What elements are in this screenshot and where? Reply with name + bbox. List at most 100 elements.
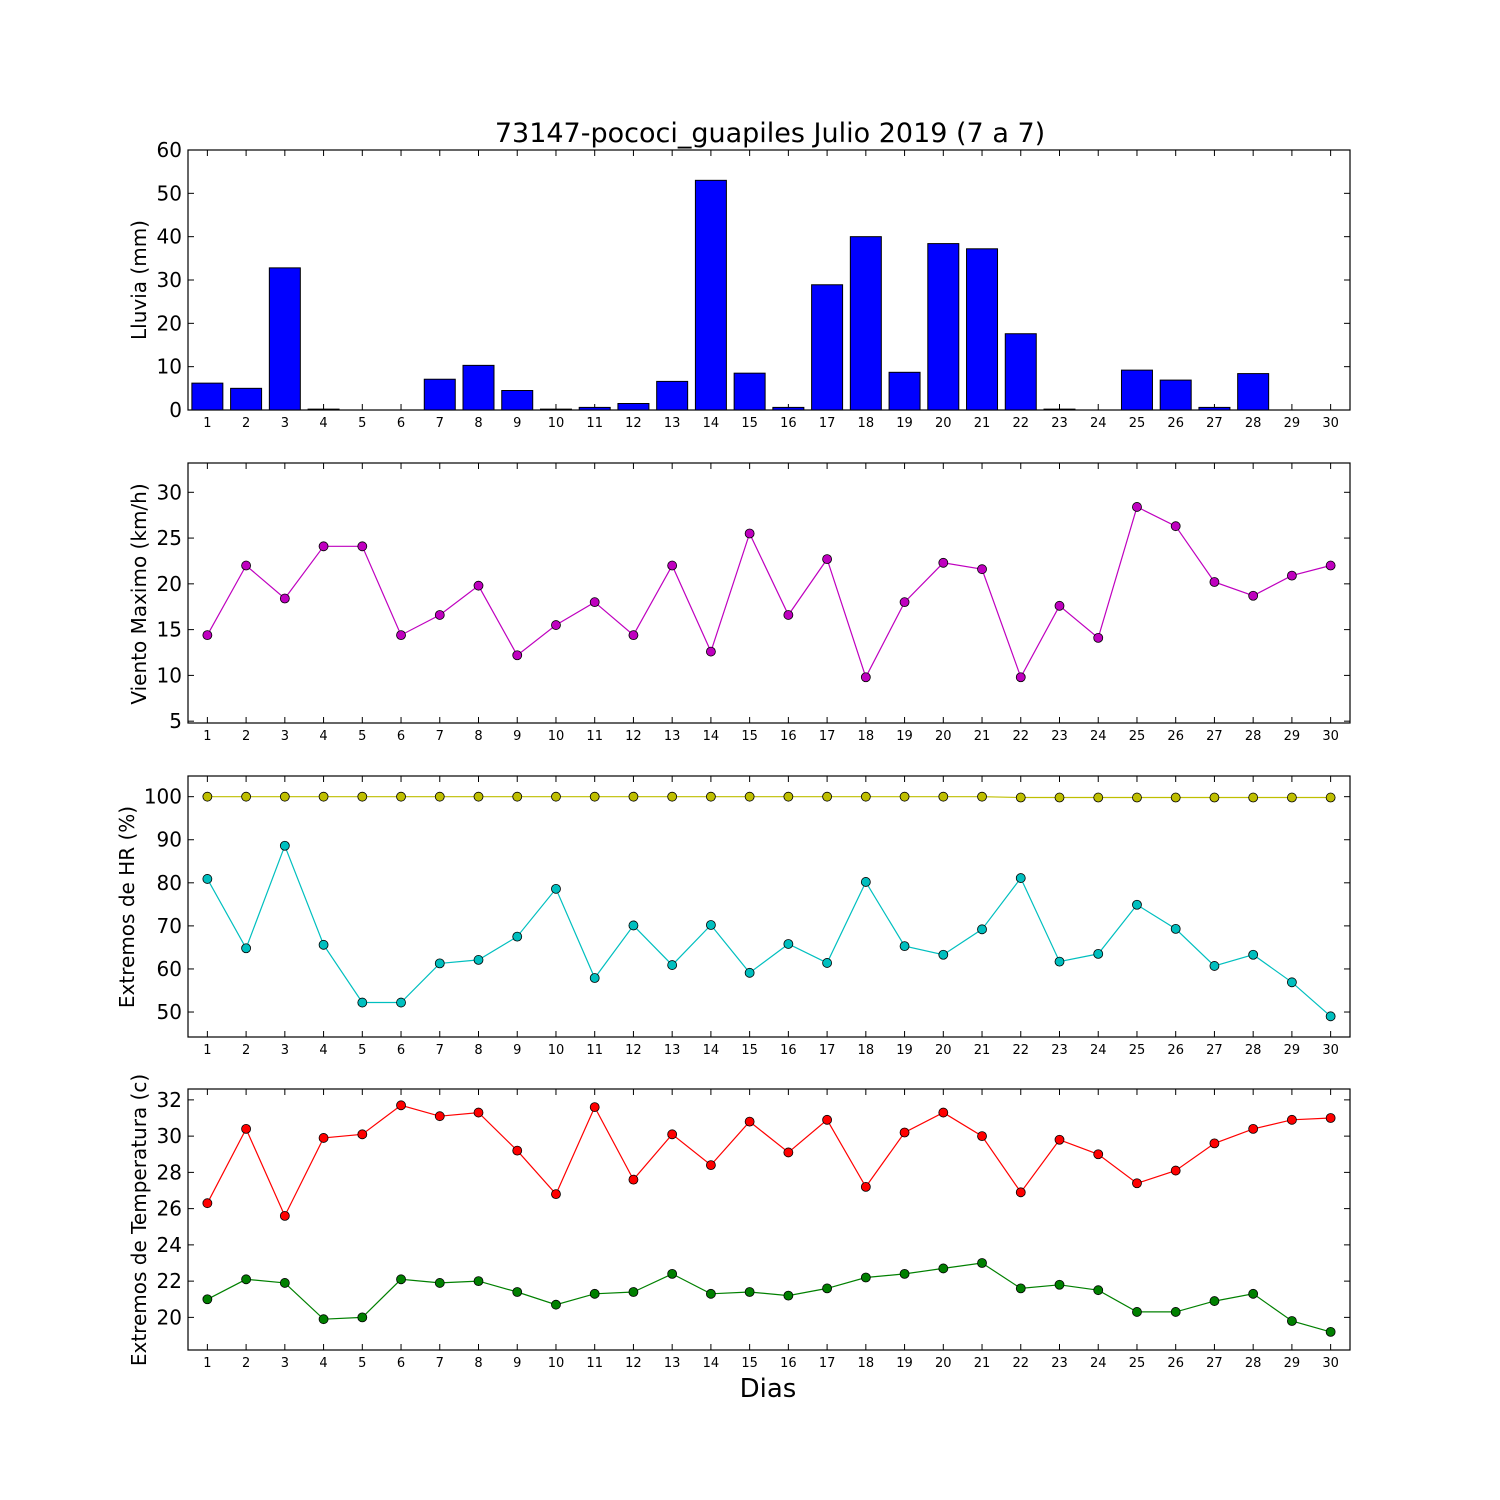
x-tick-label: 28 (1245, 1043, 1262, 1058)
x-tick-label: 26 (1167, 729, 1184, 744)
data-point (1132, 1307, 1142, 1317)
y-tick-label: 10 (157, 355, 182, 379)
rain-bar (811, 284, 844, 411)
x-tick-label: 22 (1012, 1356, 1029, 1371)
x-tick-label: 6 (397, 416, 405, 431)
x-tick-label: 9 (513, 1356, 521, 1371)
data-point (1054, 600, 1065, 611)
data-point (1054, 1279, 1065, 1290)
x-tick-label: 6 (397, 729, 405, 744)
x-tick-label: 2 (242, 1043, 250, 1058)
data-point (589, 791, 600, 802)
data-point (977, 924, 987, 935)
data-point (744, 791, 755, 802)
data-point (357, 791, 368, 802)
data-point (473, 791, 484, 802)
data-point (1132, 502, 1142, 512)
x-tick-label: 30 (1322, 416, 1339, 431)
data-point (1209, 792, 1220, 803)
data-point (589, 973, 600, 983)
x-tick-label: 10 (548, 1043, 565, 1058)
rain-bar (733, 372, 766, 411)
x-axis-label: Dias (740, 1374, 797, 1404)
x-tick-label: 1 (203, 416, 211, 431)
y-tick-label: 20 (157, 572, 182, 596)
data-point (279, 840, 290, 851)
series-line (206, 1104, 1331, 1218)
y-tick-label: 50 (157, 181, 182, 205)
y-tick-label: 0 (169, 398, 182, 422)
data-point (202, 1198, 213, 1209)
rain-bar (1237, 373, 1270, 411)
x-tick-label: 4 (319, 1356, 327, 1371)
y-tick-label: 24 (157, 1233, 182, 1257)
x-tick-label: 16 (780, 729, 797, 744)
data-point (938, 949, 949, 960)
data-point (1093, 1149, 1104, 1160)
data-point (1170, 792, 1181, 803)
x-tick-label: 15 (741, 1043, 758, 1058)
rain-bar (694, 179, 727, 411)
data-point (1054, 1134, 1065, 1145)
data-point (473, 955, 484, 965)
data-point (667, 1129, 678, 1140)
y-tick-label: 20 (157, 311, 182, 335)
data-point (1248, 590, 1259, 601)
data-point (1287, 1114, 1297, 1125)
x-tick-label: 29 (1284, 416, 1301, 431)
x-tick-label: 11 (586, 729, 603, 744)
x-tick-label: 16 (780, 1356, 797, 1371)
rain-bar (539, 408, 572, 411)
rain-bar (1120, 369, 1153, 411)
data-point (551, 883, 561, 894)
x-tick-label: 25 (1129, 729, 1146, 744)
y-tick-label: 80 (157, 871, 182, 895)
plot-frame (187, 462, 1351, 724)
x-tick-label: 5 (358, 729, 366, 744)
x-tick-label: 24 (1090, 1043, 1107, 1058)
data-point (434, 791, 445, 802)
x-tick-label: 19 (896, 416, 913, 431)
y-tick-label: 90 (157, 828, 182, 852)
x-tick-label: 20 (935, 416, 952, 431)
data-point (628, 1287, 639, 1297)
data-point (1093, 948, 1104, 959)
humidity-y-axis-label: Extremos de HR (%) (115, 806, 139, 1008)
data-point (473, 580, 484, 591)
plot-frame (187, 149, 1351, 411)
plot-frame (187, 1088, 1351, 1351)
x-tick-label: 2 (242, 416, 250, 431)
data-point (783, 791, 794, 802)
x-tick-label: 2 (242, 1356, 250, 1371)
x-tick-label: 8 (474, 729, 482, 744)
data-point (1054, 956, 1065, 967)
data-point (396, 1100, 406, 1111)
data-point (706, 646, 716, 657)
data-point (241, 791, 252, 802)
rain-bar (578, 406, 611, 411)
data-point (318, 939, 329, 950)
x-tick-label: 16 (780, 1043, 797, 1058)
x-tick-label: 27 (1206, 416, 1223, 431)
x-tick-label: 25 (1129, 1043, 1146, 1058)
data-point (1248, 949, 1259, 960)
x-tick-label: 12 (625, 729, 642, 744)
data-point (783, 1290, 794, 1301)
data-point (744, 967, 755, 978)
x-tick-label: 15 (741, 416, 758, 431)
x-tick-label: 1 (203, 1043, 211, 1058)
x-tick-label: 12 (625, 1356, 642, 1371)
y-tick-label: 50 (157, 1000, 182, 1024)
x-tick-label: 27 (1206, 729, 1223, 744)
x-tick-label: 15 (741, 729, 758, 744)
data-point (241, 560, 252, 571)
x-tick-label: 9 (513, 1043, 521, 1058)
data-point (860, 1272, 871, 1283)
x-tick-label: 27 (1206, 1043, 1223, 1058)
data-point (318, 791, 329, 802)
x-tick-label: 7 (436, 416, 444, 431)
data-point (1015, 1187, 1026, 1198)
data-point (279, 1278, 290, 1288)
